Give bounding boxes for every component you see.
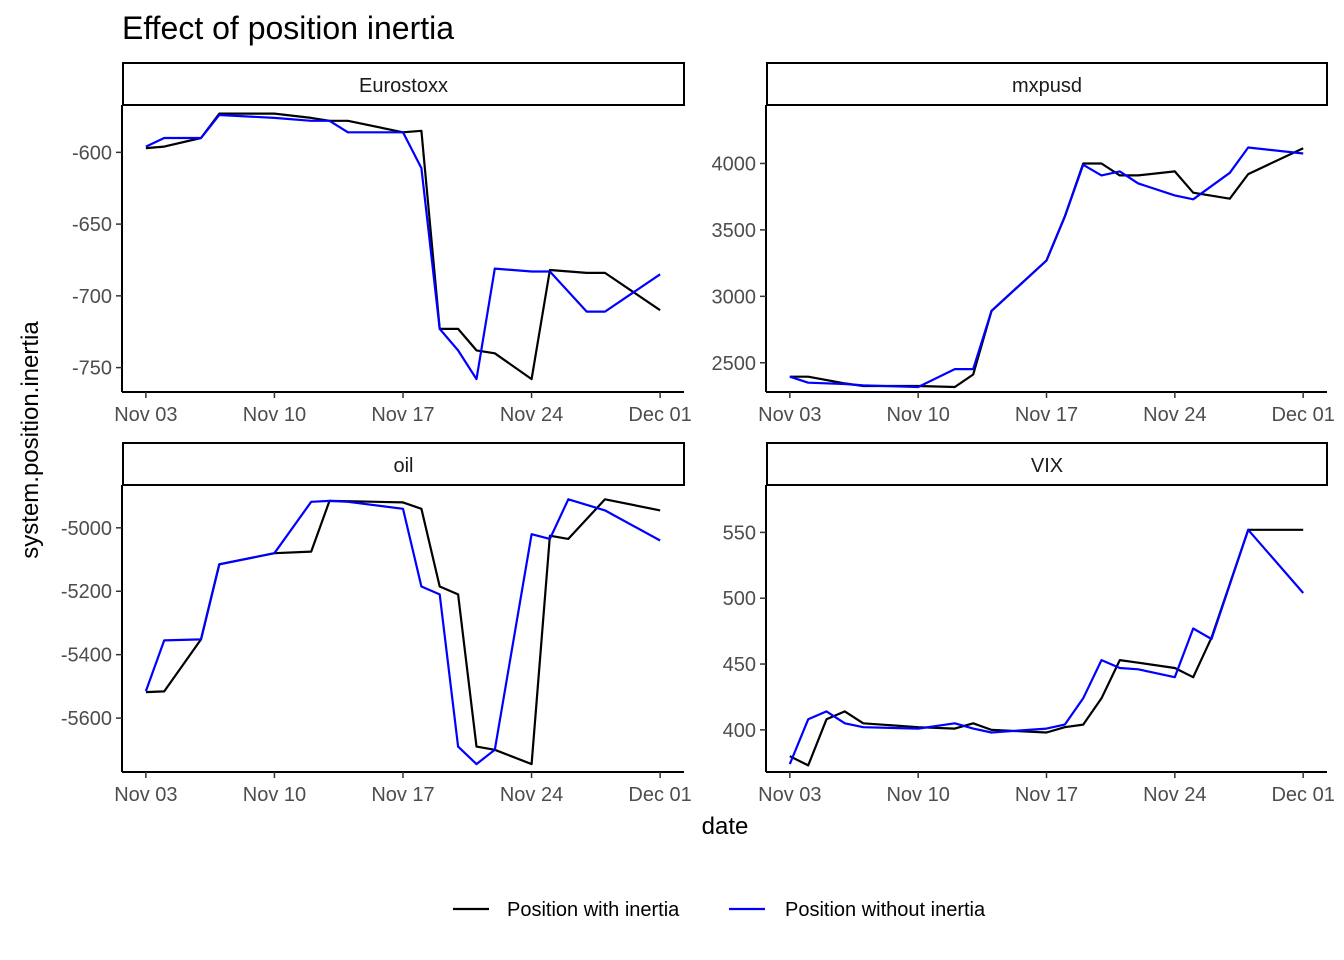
y-tick-label: -700 xyxy=(72,286,112,308)
series-line-mxpusd-without-inertia xyxy=(789,146,1304,389)
x-tick-label: Nov 03 xyxy=(114,404,177,426)
x-axis-title: date xyxy=(702,813,749,840)
panel-oil: oil -5000 -5200 -5400 -5600 Nov 03 Nov 10 Nov 1… xyxy=(61,442,692,806)
y-tick-label: 3500 xyxy=(712,220,757,242)
series-line-vix-with-inertia xyxy=(789,528,1304,767)
panel-vix: VIX 400 450 500 550 Nov 03 Nov 10 Nov 17 Nov 24 D… xyxy=(723,442,1335,806)
x-tick-label: Nov 10 xyxy=(886,404,949,426)
y-tick-label: -650 xyxy=(72,214,112,236)
y-tick-label: 500 xyxy=(723,588,756,610)
y-tick-label: 4000 xyxy=(712,153,757,175)
series-line-eurostoxx-without-inertia xyxy=(145,113,661,381)
y-tick-label: -5400 xyxy=(61,645,112,667)
y-tick-label: 3000 xyxy=(712,286,757,308)
x-tick-label: Dec 01 xyxy=(1271,404,1334,426)
x-tick-label: Dec 01 xyxy=(1271,784,1334,806)
x-tick-label: Nov 03 xyxy=(758,784,821,806)
series-line-eurostoxx-with-inertia xyxy=(145,112,661,381)
series-line-oil-with-inertia xyxy=(145,498,661,766)
y-tick-label: -750 xyxy=(72,358,112,380)
strip-mxpusd xyxy=(766,62,1328,106)
x-tick-label: Nov 17 xyxy=(371,784,434,806)
x-tick-label: Nov 10 xyxy=(243,784,306,806)
strip-label-mxpusd: mxpusd xyxy=(1012,75,1082,97)
x-tick-label: Nov 10 xyxy=(243,404,306,426)
series-line-mxpusd-with-inertia xyxy=(789,147,1304,389)
x-tick-label: Nov 24 xyxy=(500,784,563,806)
y-tick-label: 2500 xyxy=(712,353,757,375)
x-tick-label: Nov 24 xyxy=(1143,404,1206,426)
series-line-oil-without-inertia xyxy=(144,498,661,766)
y-tick-label: 400 xyxy=(723,720,756,742)
x-tick-label: Nov 03 xyxy=(758,404,821,426)
facet-panels: Eurostoxx -600 -650 -700 -750 Nov 03 Nov 10 Nov… xyxy=(61,62,1335,806)
strip-eurostoxx xyxy=(122,62,685,106)
strip-label-eurostoxx: Eurostoxx xyxy=(359,75,448,97)
chart-title: Effect of position inertia xyxy=(122,10,454,46)
x-tick-label: Dec 01 xyxy=(628,784,691,806)
x-tick-label: Nov 17 xyxy=(371,404,434,426)
y-axis-title: system.position.inertia xyxy=(17,321,44,559)
series-line-vix-without-inertia xyxy=(788,528,1305,765)
legend: Position with inertia Position without i… xyxy=(453,899,986,921)
x-tick-label: Dec 01 xyxy=(628,404,691,426)
x-tick-label: Nov 24 xyxy=(1143,784,1206,806)
x-tick-label: Nov 17 xyxy=(1015,784,1078,806)
x-tick-label: Nov 17 xyxy=(1015,404,1078,426)
strip-label-oil: oil xyxy=(393,455,413,477)
panel-mxpusd: mxpusd 2500 3000 3500 4000 Nov 03 Nov 10 Nov 17… xyxy=(712,62,1335,426)
y-tick-label: -5200 xyxy=(61,581,112,603)
x-tick-label: Nov 03 xyxy=(114,784,177,806)
x-tick-label: Nov 10 xyxy=(886,784,949,806)
y-tick-label: -5000 xyxy=(61,518,112,540)
strip-label-vix: VIX xyxy=(1031,455,1063,477)
legend-label-without-inertia: Position without inertia xyxy=(785,899,986,921)
y-tick-label: 450 xyxy=(723,654,756,676)
legend-label-with-inertia: Position with inertia xyxy=(507,899,680,921)
x-tick-label: Nov 24 xyxy=(500,404,563,426)
panel-eurostoxx: Eurostoxx -600 -650 -700 -750 Nov 03 Nov 10 Nov… xyxy=(72,62,692,426)
y-tick-label: 550 xyxy=(723,522,756,544)
y-tick-label: -600 xyxy=(72,142,112,164)
y-tick-label: -5600 xyxy=(61,708,112,730)
strip-oil xyxy=(122,442,685,486)
strip-vix xyxy=(766,442,1328,486)
